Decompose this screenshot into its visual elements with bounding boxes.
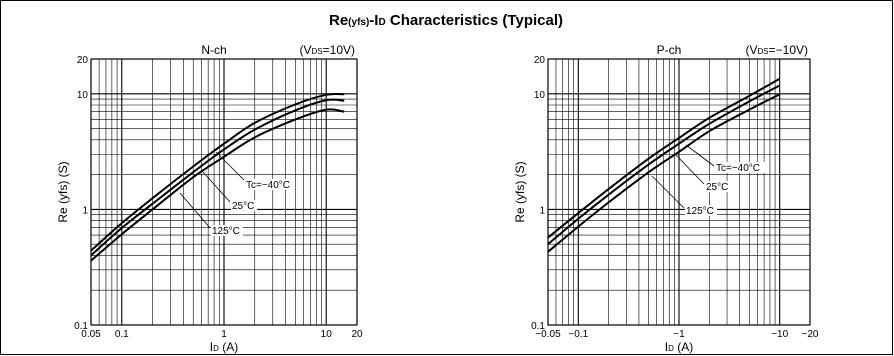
x-tick-label: −10 [771, 329, 788, 340]
panel-title: N-ch [201, 43, 226, 57]
x-tick-label: 1 [221, 329, 227, 340]
y-tick-label: 20 [77, 55, 89, 66]
x-axis-label-subscript: D [213, 344, 219, 353]
x-tick-label: −1 [673, 329, 685, 340]
y-tick-label: 10 [534, 90, 546, 101]
annotation-leader-tc-minus-40 [215, 151, 245, 181]
plot-frame [547, 58, 811, 326]
y-tick-label: 0.1 [74, 321, 88, 332]
x-axis-label: ID (A) [665, 340, 693, 354]
x-axis-label-subscript: D [668, 344, 674, 353]
grid [548, 59, 810, 325]
y-tick-label: 1 [82, 205, 88, 216]
series-annotations: Tc=−40°C 25°C 125°C [651, 144, 765, 217]
y-tick-label: 1 [539, 205, 545, 216]
x-tick-label: −0.05 [535, 329, 561, 340]
y-tick-label: 0.1 [531, 321, 545, 332]
x-tick-label: 20 [351, 329, 363, 340]
annotation-background [685, 205, 717, 216]
test-condition-subscript: DS [758, 47, 769, 56]
annotation-label-tc-minus-40: Tc=−40°C [246, 180, 290, 191]
y-axis-label: Re (yfs) (S) [513, 161, 527, 222]
annotation-label-tc-25: 25°C [706, 182, 728, 193]
annotation-background [231, 200, 257, 211]
grid [91, 59, 357, 325]
x-axis-label: ID (A) [210, 340, 238, 354]
x-tick-label: −0.1 [568, 329, 588, 340]
annotation-leader-tc-25 [674, 153, 705, 185]
figure-title: Re(yfs)-ID Characteristics (Typical) [329, 12, 563, 29]
y-tick-label: 20 [534, 55, 546, 66]
series-line-tc-25 [547, 84, 781, 245]
y-axis-label: Re (yfs) (S) [56, 161, 70, 222]
annotation-leader-tc-minus-40 [685, 144, 715, 167]
x-tick-label: −20 [802, 329, 819, 340]
annotation-background [705, 181, 731, 192]
x-tick-label: 10 [321, 329, 333, 340]
series-line-tc-minus-40 [90, 92, 345, 252]
annotation-leader-tc-25 [202, 171, 231, 203]
annotation-label-tc-125: 125°C [686, 206, 714, 217]
annotation-label-tc-minus-40: Tc=−40°C [716, 163, 760, 174]
panel-title: P-ch [657, 43, 682, 57]
annotation-leader-tc-125 [179, 192, 211, 229]
test-condition: (VDS=−10V) [746, 43, 809, 57]
test-condition: (VDS=10V) [300, 43, 355, 57]
test-condition-subscript: DS [312, 47, 323, 56]
p-ch-chart: −0.05 −0.1 −1 −10 −20 0.1 1 10 20 ID (A) Re (yfs) … [513, 43, 819, 354]
series-line-tc-125 [547, 93, 781, 253]
annotation-background [211, 225, 243, 236]
series-annotations: Tc=−40°C 25°C 125°C [179, 151, 295, 237]
series-line-tc-25 [90, 98, 345, 257]
y-tick-label: 10 [77, 90, 89, 101]
series-line-tc-minus-40 [547, 77, 781, 239]
x-tick-label: 0.1 [115, 329, 129, 340]
annotation-label-tc-25: 25°C [232, 201, 254, 212]
annotation-label-tc-125: 125°C [212, 226, 240, 237]
x-tick-label: 0.05 [81, 329, 101, 340]
annotation-leader-tc-125 [651, 175, 685, 209]
title-subscript: (yfs) [348, 17, 369, 28]
series-line-tc-125 [90, 108, 345, 262]
annotation-background [245, 179, 295, 190]
plot-frame [90, 58, 358, 326]
annotation-background [715, 162, 765, 173]
